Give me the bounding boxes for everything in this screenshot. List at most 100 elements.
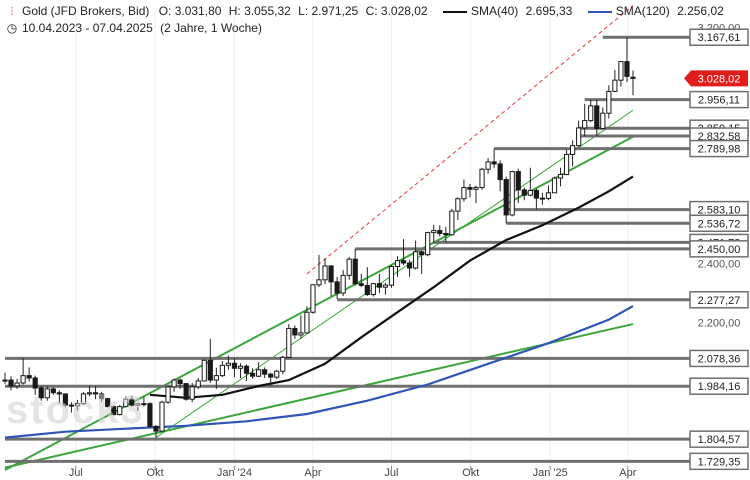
candle [527, 167, 533, 197]
candle-body [14, 382, 20, 387]
candle-body [352, 258, 358, 285]
candle [491, 148, 497, 168]
candle [159, 400, 165, 432]
candle-body [56, 392, 62, 395]
high-value: H: 3.055,32 [228, 4, 291, 18]
last-price-tag [684, 70, 748, 87]
candle-body [364, 284, 370, 296]
candle-body [231, 362, 238, 369]
candle-body [237, 365, 244, 369]
clock-icon[interactable]: ◷ [6, 21, 18, 35]
trendline-green [4, 323, 634, 469]
candle-body [201, 359, 207, 382]
candle-body [219, 364, 225, 377]
candle [298, 315, 304, 339]
candle-body [195, 380, 201, 388]
sma40-line [149, 175, 634, 399]
candle [111, 405, 117, 416]
candle-body [243, 365, 250, 374]
candle [50, 387, 56, 395]
candle [99, 391, 105, 403]
candle-body [2, 379, 8, 382]
candle-body [274, 370, 280, 378]
candle-body [551, 177, 558, 194]
candle [14, 378, 20, 389]
candle [352, 248, 358, 286]
candle-body [509, 171, 515, 216]
candle-body [340, 274, 346, 294]
candle [171, 378, 177, 392]
candle [479, 167, 485, 190]
candle-body [68, 404, 75, 407]
candle [485, 158, 491, 174]
candle-body [310, 284, 316, 313]
candle-body [576, 127, 582, 147]
candle-body [557, 174, 564, 179]
candle [292, 325, 298, 339]
y-tick-label: 2.200,00 [698, 318, 741, 330]
level-tag [689, 240, 749, 258]
candle [576, 120, 582, 148]
x-tick-label: Jul [384, 467, 398, 479]
candle-body [328, 265, 334, 283]
level-tag [689, 90, 749, 109]
instrument-title: Gold (JFD Brokers, Bid) [22, 4, 150, 18]
candle-body [147, 403, 153, 427]
candle [129, 395, 135, 407]
candle [189, 383, 195, 403]
period-label: (2 Jahre, 1 Woche) [160, 21, 262, 35]
candle-body [443, 233, 449, 236]
level-tag [689, 214, 749, 233]
candle [177, 378, 183, 389]
candle-body [563, 153, 570, 176]
candle-body [600, 112, 606, 130]
candle-body [80, 393, 87, 405]
candle [443, 226, 449, 243]
candle [328, 265, 334, 297]
candle [382, 282, 389, 295]
candle-body [268, 373, 274, 378]
candle [310, 284, 316, 314]
candle [32, 375, 38, 395]
price-tags-layer: 3.167,612.956,112.859,152.832,582.789,98… [684, 28, 749, 471]
candle [2, 372, 8, 384]
candle [473, 185, 479, 204]
candle-body [334, 281, 340, 294]
candle-body [286, 327, 292, 358]
level-tag [689, 377, 749, 395]
candle [449, 209, 455, 236]
candle-body [521, 189, 527, 196]
candle [249, 368, 256, 379]
candle-body [117, 406, 123, 416]
candlestick-icon[interactable]: ⫶ [10, 6, 14, 18]
candle-body [527, 189, 533, 196]
candle [503, 176, 509, 224]
candle [425, 231, 431, 257]
candle-body [292, 327, 298, 336]
candle-body [419, 251, 425, 256]
candle [570, 140, 576, 167]
level-label: 1.804,57 [698, 434, 741, 446]
candle-body [262, 369, 268, 375]
candle [600, 107, 606, 130]
watermark-logo: stock3 [6, 388, 145, 432]
candle-body [256, 369, 262, 377]
candle [497, 160, 503, 192]
candle [509, 170, 515, 217]
close-value: C: 3.028,02 [365, 4, 428, 18]
candle [280, 355, 286, 375]
candle-body [316, 279, 322, 286]
candle-body [50, 388, 56, 394]
candle [286, 324, 292, 358]
candle-body [594, 105, 600, 130]
candle [26, 367, 32, 382]
candle [183, 383, 189, 401]
candle [467, 183, 473, 198]
candle-body [467, 187, 473, 190]
sma120-value: 2.256,02 [677, 4, 724, 18]
candle-body [92, 392, 99, 395]
level-label: 1.729,35 [698, 456, 741, 468]
candle-body [497, 163, 503, 181]
sma40-label: SMA(40) [470, 4, 519, 18]
